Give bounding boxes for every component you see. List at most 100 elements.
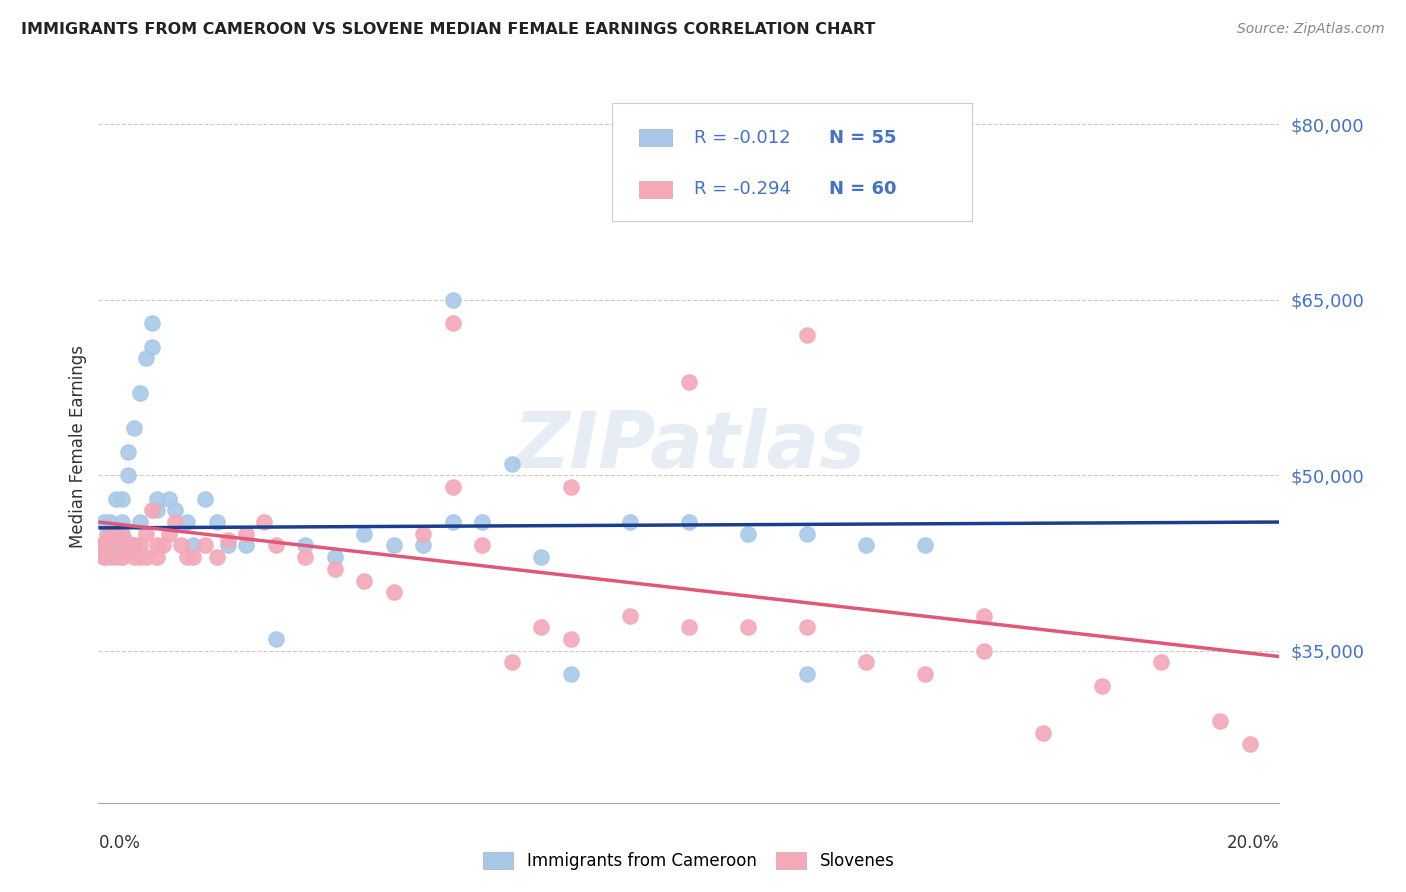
Point	[105, 526, 128, 541]
Text: 0.0%: 0.0%	[98, 834, 141, 852]
Text: N = 55: N = 55	[830, 129, 897, 147]
Point	[471, 515, 494, 529]
Point	[146, 538, 169, 552]
Point	[122, 421, 145, 435]
Point	[914, 667, 936, 681]
Point	[157, 526, 180, 541]
Point	[619, 608, 641, 623]
Point	[96, 533, 118, 547]
Legend: Immigrants from Cameroon, Slovenes: Immigrants from Cameroon, Slovenes	[477, 845, 901, 877]
Point	[1091, 679, 1114, 693]
Point	[973, 608, 995, 623]
Point	[98, 550, 121, 565]
Bar	[640, 129, 672, 146]
Point	[176, 550, 198, 565]
Point	[737, 620, 759, 634]
Point	[108, 538, 131, 552]
Text: ZIPatlas: ZIPatlas	[513, 408, 865, 484]
Point	[194, 538, 217, 552]
Y-axis label: Median Female Earnings: Median Female Earnings	[69, 344, 87, 548]
Point	[441, 293, 464, 307]
Point	[141, 340, 163, 354]
Text: Source: ZipAtlas.com: Source: ZipAtlas.com	[1237, 22, 1385, 37]
Point	[501, 656, 523, 670]
Point	[619, 515, 641, 529]
Bar	[640, 181, 672, 198]
Point	[117, 468, 139, 483]
Point	[181, 538, 204, 552]
Text: N = 60: N = 60	[830, 180, 897, 198]
Point	[105, 544, 128, 558]
Point	[973, 644, 995, 658]
Point	[135, 550, 157, 565]
Point	[111, 491, 134, 506]
Point	[146, 503, 169, 517]
Point	[855, 538, 877, 552]
Point	[678, 375, 700, 389]
Point	[90, 538, 112, 552]
Point	[105, 491, 128, 506]
Point	[194, 491, 217, 506]
Point	[294, 550, 316, 565]
Point	[412, 526, 434, 541]
Point	[294, 538, 316, 552]
Point	[441, 515, 464, 529]
Point	[98, 544, 121, 558]
Point	[96, 526, 118, 541]
Point	[501, 457, 523, 471]
Point	[914, 538, 936, 552]
Point	[152, 538, 174, 552]
Point	[105, 533, 128, 547]
Point	[235, 526, 257, 541]
Point	[353, 526, 375, 541]
Point	[737, 526, 759, 541]
Point	[678, 620, 700, 634]
Point	[146, 550, 169, 565]
Point	[560, 632, 582, 646]
Point	[796, 327, 818, 342]
Point	[111, 515, 134, 529]
Point	[382, 538, 405, 552]
Point	[235, 538, 257, 552]
Point	[530, 620, 553, 634]
Point	[111, 550, 134, 565]
Point	[217, 533, 239, 547]
Point	[382, 585, 405, 599]
Point	[678, 515, 700, 529]
Point	[122, 538, 145, 552]
Point	[855, 656, 877, 670]
Point	[90, 544, 112, 558]
Point	[111, 550, 134, 565]
Point	[264, 632, 287, 646]
Point	[217, 538, 239, 552]
Point	[530, 550, 553, 565]
Point	[122, 550, 145, 565]
Point	[176, 515, 198, 529]
Point	[117, 445, 139, 459]
FancyBboxPatch shape	[612, 103, 973, 221]
Point	[796, 526, 818, 541]
Text: 20.0%: 20.0%	[1227, 834, 1279, 852]
Text: R = -0.012: R = -0.012	[693, 129, 790, 147]
Point	[93, 550, 115, 565]
Point	[135, 526, 157, 541]
Text: IMMIGRANTS FROM CAMEROON VS SLOVENE MEDIAN FEMALE EARNINGS CORRELATION CHART: IMMIGRANTS FROM CAMEROON VS SLOVENE MEDI…	[21, 22, 876, 37]
Point	[471, 538, 494, 552]
Point	[170, 538, 193, 552]
Point	[560, 480, 582, 494]
Point	[441, 316, 464, 330]
Point	[165, 503, 187, 517]
Point	[323, 562, 346, 576]
Point	[796, 620, 818, 634]
Point	[93, 544, 115, 558]
Point	[93, 515, 115, 529]
Point	[103, 533, 125, 547]
Point	[117, 538, 139, 552]
Point	[128, 386, 150, 401]
Point	[114, 533, 136, 547]
Point	[441, 480, 464, 494]
Point	[1209, 714, 1232, 728]
Point	[1239, 737, 1261, 751]
Point	[105, 550, 128, 565]
Point	[412, 538, 434, 552]
